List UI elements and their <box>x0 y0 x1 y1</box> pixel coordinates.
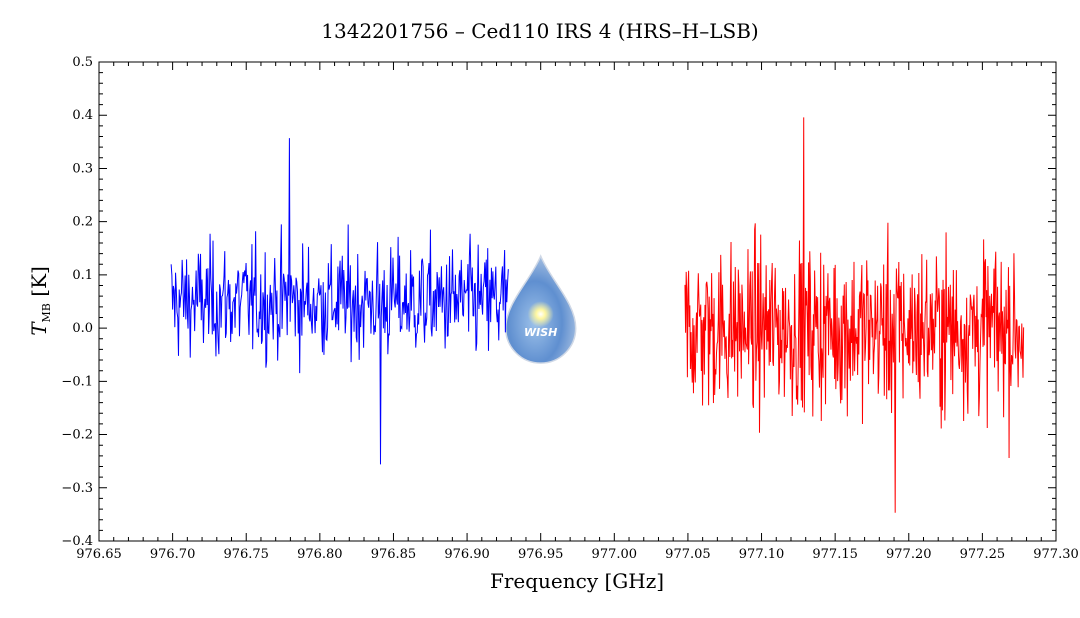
axis-ticks <box>98 61 1057 542</box>
star-glow <box>527 301 554 328</box>
series-line-2 <box>684 117 1025 513</box>
y-tick-label: −0.3 <box>61 481 93 496</box>
y-axis-label-unit: [K] <box>27 266 51 303</box>
x-axis-label: Frequency [GHz] <box>490 569 664 593</box>
x-tick-label: 977.15 <box>812 547 858 562</box>
y-tick-label: 0.0 <box>72 321 93 336</box>
y-tick-label: 0.1 <box>72 268 93 283</box>
x-tick-label: 976.95 <box>518 547 564 562</box>
x-tick-label: 977.20 <box>886 547 932 562</box>
y-tick-label: 0.2 <box>72 215 93 230</box>
x-tick-label: 976.75 <box>223 547 269 562</box>
x-tick-label: 976.85 <box>371 547 417 562</box>
wish-logo: WISH <box>504 254 577 364</box>
series-line-1 <box>170 138 509 465</box>
y-tick-label: 0.3 <box>72 161 93 176</box>
axes-group: 976.65 976.70 976.75 976.80 976.85 976.90 976.… <box>61 55 1078 562</box>
svg-text:TMB [K]: TMB [K] <box>27 266 53 336</box>
y-tick-label: −0.4 <box>61 534 93 549</box>
x-tick-label: 977.25 <box>960 547 1006 562</box>
plot-frame <box>98 61 1057 542</box>
y-axis-label-sub: MB <box>40 303 53 322</box>
series-group <box>170 117 1025 513</box>
y-tick-label: −0.1 <box>61 374 93 389</box>
y-tick-label: −0.2 <box>61 428 93 443</box>
x-tick-label: 977.10 <box>739 547 785 562</box>
y-tick-label: 0.4 <box>72 108 93 123</box>
y-axis-label: TMB [K] <box>27 266 53 336</box>
y-axis-label-main: T <box>27 321 51 336</box>
x-tick-label: 977.05 <box>665 547 711 562</box>
x-tick-label: 977.00 <box>592 547 638 562</box>
x-tick-label: 977.30 <box>1033 547 1079 562</box>
x-tick-label: 976.90 <box>444 547 490 562</box>
y-tick-label: 0.5 <box>72 55 93 70</box>
x-tick-label: 976.80 <box>297 547 343 562</box>
logo-text: WISH <box>524 326 557 339</box>
chart-title: 1342201756 – Ced110 IRS 4 (HRS–H–LSB) <box>321 19 758 43</box>
x-tick-label: 976.65 <box>76 547 122 562</box>
x-tick-label: 976.70 <box>150 547 196 562</box>
